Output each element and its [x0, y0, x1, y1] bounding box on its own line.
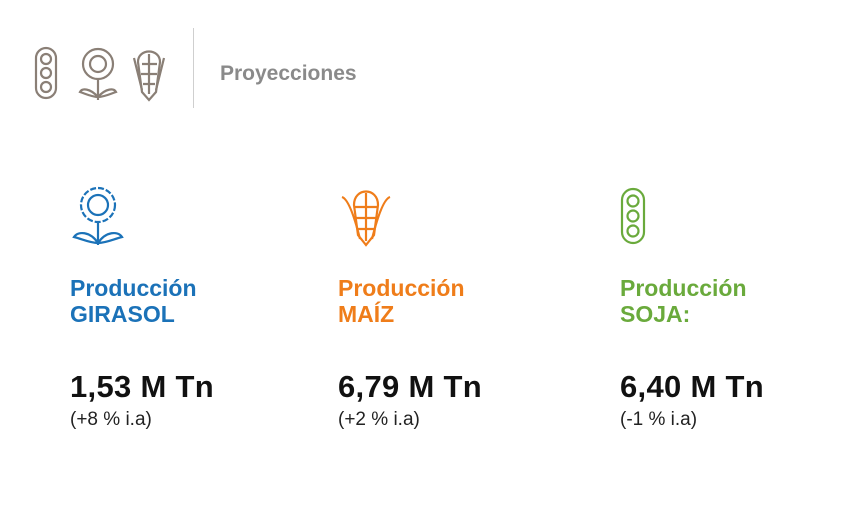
card-label: Producción	[70, 275, 197, 301]
card-change: (+8 % i.a)	[70, 409, 152, 430]
card-label: Producción	[620, 275, 747, 301]
card-change: (-1 % i.a)	[620, 409, 698, 430]
card-value: 6,79 M Tn	[338, 369, 482, 404]
card-value: 6,40 M Tn	[620, 369, 764, 404]
header-title: Proyecciones	[220, 62, 357, 85]
card-crop: MAÍZ	[338, 301, 395, 327]
card-value: 1,53 M Tn	[70, 369, 214, 404]
card: Producción GIRASOL 1,53 M Tn (+8 % i.a)	[70, 185, 310, 431]
soy-icon	[620, 187, 646, 245]
sunflower-icon	[72, 186, 124, 245]
card-crop: SOJA:	[620, 301, 691, 327]
card: Producción SOJA: 6,40 M Tn (-1 % i.a)	[620, 185, 860, 431]
card-crop: GIRASOL	[70, 301, 175, 327]
divider	[193, 28, 194, 108]
corn-icon	[341, 190, 391, 247]
card-label: Producción	[338, 275, 465, 301]
card-change: (+2 % i.a)	[338, 409, 420, 430]
header-icons	[34, 46, 166, 102]
card: Producción MAÍZ 6,79 M Tn (+2 % i.a)	[338, 185, 578, 431]
